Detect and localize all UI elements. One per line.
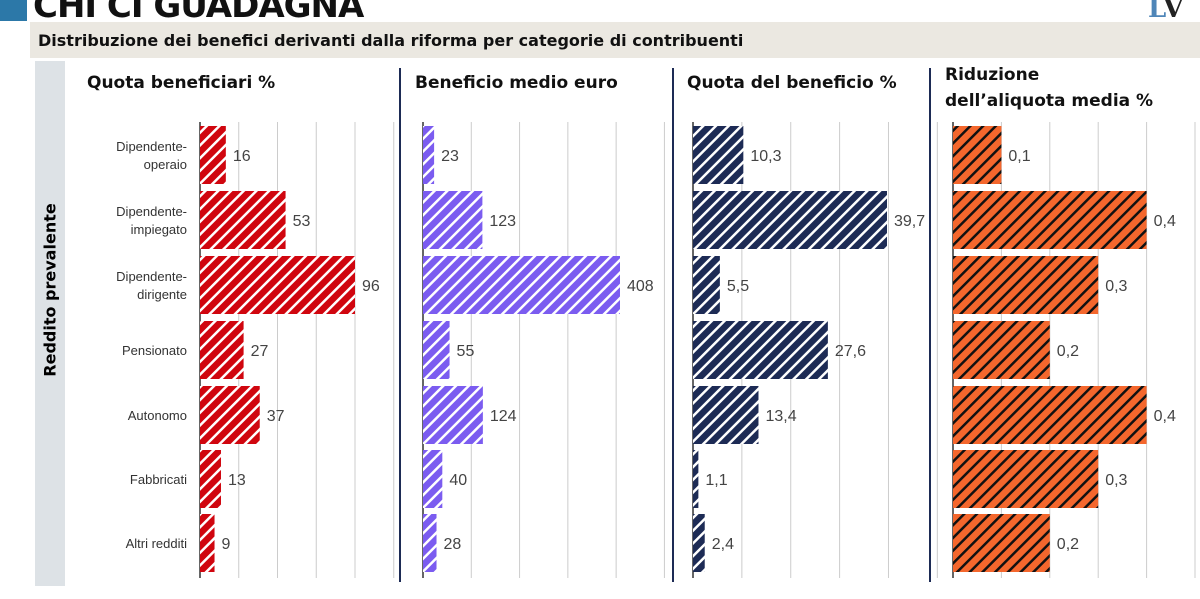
bar bbox=[200, 386, 260, 444]
data-label: 23 bbox=[441, 148, 459, 165]
bar bbox=[953, 126, 1002, 184]
data-label: 53 bbox=[293, 213, 311, 230]
data-label: 28 bbox=[444, 536, 462, 553]
bar bbox=[200, 321, 244, 379]
bar bbox=[693, 191, 887, 249]
category-label: Autonomo bbox=[128, 408, 187, 423]
bar bbox=[953, 450, 1099, 508]
data-label: 27,6 bbox=[835, 343, 866, 360]
bar bbox=[423, 514, 437, 572]
data-label: 13,4 bbox=[765, 408, 796, 425]
bar bbox=[953, 514, 1050, 572]
bar bbox=[953, 321, 1050, 379]
bar bbox=[423, 191, 483, 249]
bar bbox=[693, 450, 699, 508]
bar bbox=[200, 191, 286, 249]
data-label: 0,1 bbox=[1008, 148, 1030, 165]
data-label: 13 bbox=[228, 472, 246, 489]
bar bbox=[693, 321, 828, 379]
data-label: 1,1 bbox=[705, 472, 727, 489]
data-label: 55 bbox=[457, 343, 475, 360]
page-title: CHI CI GUADAGNA bbox=[33, 0, 364, 26]
bar bbox=[200, 514, 215, 572]
data-label: 0,2 bbox=[1057, 343, 1079, 360]
data-label: 0,2 bbox=[1057, 536, 1079, 553]
data-label: 124 bbox=[490, 408, 517, 425]
data-label: 123 bbox=[489, 213, 516, 230]
bar bbox=[423, 386, 483, 444]
data-label: 5,5 bbox=[727, 278, 749, 295]
title-accent bbox=[0, 0, 27, 21]
data-label: 2,4 bbox=[712, 536, 734, 553]
bar bbox=[423, 450, 443, 508]
category-label: Dipendente-impiegato bbox=[116, 204, 187, 237]
bar bbox=[693, 386, 759, 444]
bar bbox=[200, 126, 226, 184]
data-label: 0,4 bbox=[1154, 213, 1176, 230]
data-label: 40 bbox=[449, 472, 467, 489]
bar bbox=[200, 256, 355, 314]
subtitle-bar bbox=[30, 22, 1200, 58]
y-axis-band bbox=[35, 61, 65, 586]
panel-title: Beneficio medio euro bbox=[415, 73, 618, 93]
panel-title: Quota del beneficio % bbox=[687, 73, 897, 93]
bar bbox=[200, 450, 221, 508]
panel-title: Riduzione dell’aliquota media % bbox=[945, 65, 1154, 111]
data-label: 16 bbox=[233, 148, 251, 165]
data-label: 96 bbox=[362, 278, 380, 295]
subtitle: Distribuzione dei benefici derivanti dal… bbox=[38, 31, 744, 50]
bar bbox=[693, 126, 744, 184]
bar bbox=[423, 126, 435, 184]
category-label: Fabbricati bbox=[130, 472, 187, 487]
data-label: 408 bbox=[627, 278, 654, 295]
bar bbox=[953, 256, 1099, 314]
data-label: 10,3 bbox=[750, 148, 781, 165]
category-label: Pensionato bbox=[122, 343, 187, 358]
bar bbox=[423, 321, 450, 379]
bar bbox=[693, 256, 720, 314]
bar bbox=[423, 256, 620, 314]
data-label: 0,4 bbox=[1154, 408, 1176, 425]
panel-title: Quota beneficiari % bbox=[87, 73, 276, 93]
bar bbox=[953, 386, 1147, 444]
data-label: 27 bbox=[251, 343, 269, 360]
bar bbox=[953, 191, 1147, 249]
bar bbox=[693, 514, 705, 572]
data-label: 39,7 bbox=[894, 213, 925, 230]
data-label: 37 bbox=[267, 408, 285, 425]
category-label: Dipendente-dirigente bbox=[116, 269, 187, 302]
category-label: Dipendente-operaio bbox=[116, 139, 187, 172]
category-label: Altri redditi bbox=[126, 536, 188, 551]
data-label: 0,3 bbox=[1105, 472, 1127, 489]
data-label: 9 bbox=[222, 536, 231, 553]
logo: LV bbox=[1148, 0, 1184, 24]
data-label: 0,3 bbox=[1105, 278, 1127, 295]
